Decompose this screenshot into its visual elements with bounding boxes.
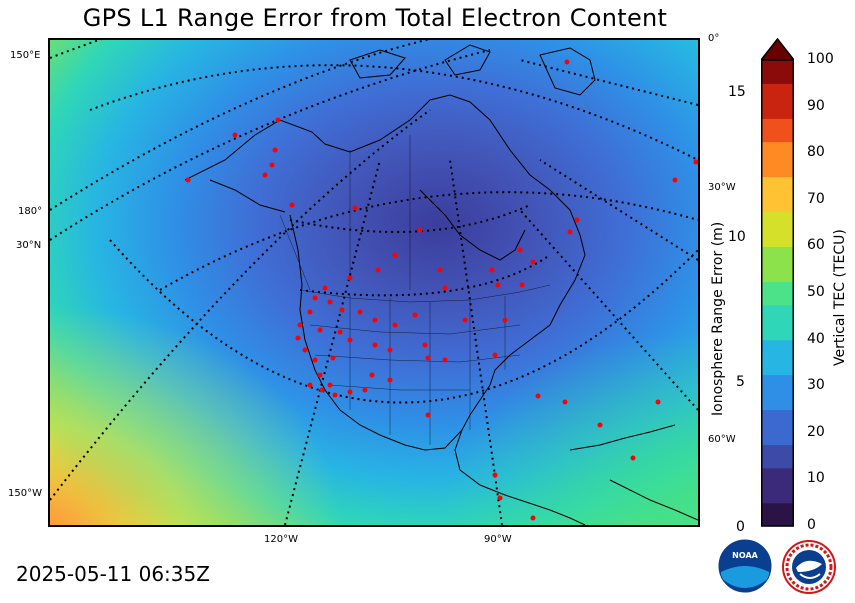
colorbar-segment xyxy=(761,199,794,213)
right-label-30w: 30°W xyxy=(708,182,736,193)
colorbar-segment xyxy=(761,83,794,96)
colorbar-segment xyxy=(761,491,794,504)
colorbar-segment xyxy=(761,502,794,515)
colorbar-segment xyxy=(761,211,794,224)
timestamp: 2025-05-11 06:35Z xyxy=(16,562,210,586)
map-title: GPS L1 Range Error from Total Electron C… xyxy=(82,4,668,32)
right-label-0: 0° xyxy=(708,33,720,44)
colorbar-segment xyxy=(761,141,794,154)
lat-label-150w: 150°W xyxy=(8,488,42,499)
colorbar-segment xyxy=(761,304,794,317)
colorbar-title: Vertical TEC (TECU) xyxy=(832,229,848,366)
gnss-stations xyxy=(185,59,698,521)
colorbar-segment xyxy=(761,316,794,329)
right-label-60w: 60°W xyxy=(708,434,736,445)
colorbar-segment xyxy=(761,188,794,201)
colorbar-segment xyxy=(761,432,794,446)
agency-logos: NOAA xyxy=(718,538,840,596)
colorbar-segment xyxy=(761,351,794,364)
colorbar-segment xyxy=(761,409,794,422)
colorbar-segment xyxy=(761,269,794,282)
colorbar-segment xyxy=(761,444,794,457)
tec-tick-label: 100 xyxy=(807,51,834,67)
colorbar-segment xyxy=(761,293,794,306)
tec-tick-label: 20 xyxy=(807,423,825,440)
range-axis-title: Ionosphere Range Error (m) xyxy=(710,221,726,416)
colorbar-segment xyxy=(761,467,794,480)
colorbar-segment xyxy=(761,223,794,236)
svg-text:NOAA: NOAA xyxy=(732,551,758,560)
range-tick-10: 10 xyxy=(728,229,746,245)
colorbar-frame xyxy=(761,59,794,527)
colorbar-segment xyxy=(761,374,794,387)
tec-tick-label: 10 xyxy=(807,470,825,487)
tec-tick-label: 50 xyxy=(807,284,825,300)
nws-logo xyxy=(782,540,836,594)
tec-tick-label: 90 xyxy=(807,97,825,114)
tec-tick-label: 80 xyxy=(807,144,825,161)
colorbar-segment xyxy=(761,281,794,294)
lat-label-30n: 30°N xyxy=(16,240,42,251)
colorbar-segment xyxy=(761,514,794,527)
range-tick-15: 15 xyxy=(728,84,746,100)
noaa-logo: NOAA xyxy=(718,539,772,593)
colorbar-segment xyxy=(761,456,794,469)
colorbar-segment xyxy=(761,362,794,376)
tec-tick-label: 60 xyxy=(807,237,825,254)
colorbar-extend-arrow xyxy=(759,37,796,61)
colorbar-segment xyxy=(761,71,794,84)
range-tick-5: 5 xyxy=(736,374,745,390)
range-tick-0: 0 xyxy=(736,519,745,535)
colorbar-segment xyxy=(761,60,794,73)
colorbar-segment xyxy=(761,339,794,352)
tec-tick-label: 40 xyxy=(807,330,825,347)
colorbar-segment xyxy=(761,397,794,411)
political-boundaries xyxy=(279,135,551,445)
tec-tick-label: 0 xyxy=(807,517,816,533)
tec-map xyxy=(48,38,700,527)
colorbar-segment xyxy=(761,386,794,399)
colorbar-segment xyxy=(761,118,794,131)
colorbar-segment xyxy=(761,106,794,119)
colorbar-segment xyxy=(761,479,794,492)
lon-label-90w: 90°W xyxy=(484,534,512,545)
colorbar-segment xyxy=(761,234,794,247)
lon-label-120w: 120°W xyxy=(264,534,298,545)
tec-tick-label: 70 xyxy=(807,190,825,207)
tec-colorbar xyxy=(759,37,796,528)
colorbar-segment xyxy=(761,327,794,341)
colorbar-segment xyxy=(761,258,794,271)
tec-tick-label: 30 xyxy=(807,377,825,394)
colorbar-segment xyxy=(761,94,794,108)
lat-label-180: 180° xyxy=(18,206,43,217)
colorbar-segment xyxy=(761,129,794,143)
colorbar-segment xyxy=(761,176,794,189)
colorbar-segment xyxy=(761,164,794,178)
colorbar-segment xyxy=(761,246,794,259)
colorbar-segment xyxy=(761,153,794,166)
graticule xyxy=(50,40,698,525)
colorbar-segment xyxy=(761,421,794,434)
lat-label-150e: 150°E xyxy=(10,50,41,61)
